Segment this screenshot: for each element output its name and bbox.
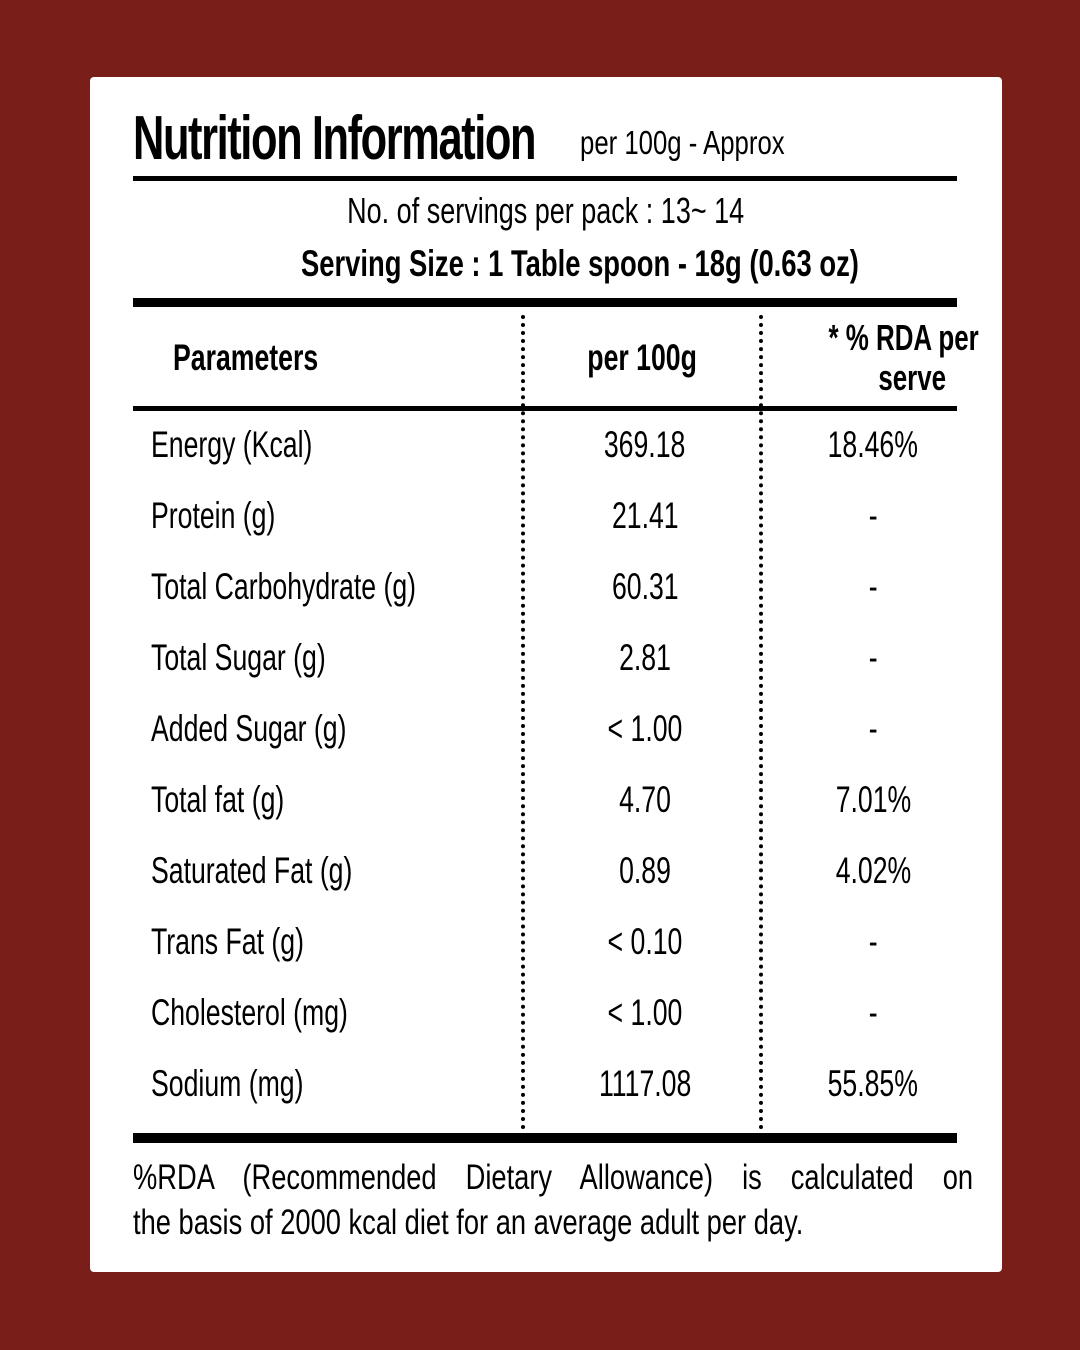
per-100g-value: < 0.10	[607, 921, 683, 962]
rda-value: -	[868, 708, 878, 749]
table-row: Total Carbohydrate (g) 60.31 -	[90, 552, 1002, 623]
table-row: Protein (g) 21.41 -	[90, 481, 1002, 552]
table-row: Trans Fat (g) < 0.10 -	[90, 907, 1002, 978]
parameter-name: Cholesterol (mg)	[151, 992, 348, 1033]
per-100g-value: 1117.08	[598, 1063, 692, 1104]
parameter-name: Total Sugar (g)	[151, 637, 326, 678]
header-rda: * % RDA per	[828, 317, 979, 358]
rda-value: -	[868, 566, 878, 607]
per-100g-value: 0.89	[619, 850, 671, 891]
footnote-line-1: %RDA (Recommended Dietary Allowance) is …	[133, 1158, 974, 1197]
per-100g-value: < 1.00	[607, 708, 683, 749]
title-suffix: per 100g - Approx	[580, 124, 785, 161]
column-divider	[521, 315, 525, 1130]
per-100g-value: 4.70	[619, 779, 671, 820]
rda-value: 4.02%	[835, 850, 911, 891]
divider-thick	[133, 298, 957, 307]
divider	[133, 406, 957, 411]
table-row: Total Sugar (g) 2.81 -	[90, 623, 1002, 694]
per-100g-value: 2.81	[619, 637, 671, 678]
table-row: Added Sugar (g) < 1.00 -	[90, 694, 1002, 765]
parameter-name: Saturated Fat (g)	[151, 850, 353, 891]
label-title: Nutrition Information	[133, 104, 537, 173]
rda-value: -	[868, 495, 878, 536]
per-100g-value: < 1.00	[607, 992, 683, 1033]
rda-value: -	[868, 992, 878, 1033]
per-100g-value: 21.41	[611, 495, 679, 536]
parameter-name: Sodium (mg)	[151, 1063, 304, 1104]
servings-per-pack: No. of servings per pack : 13~ 14	[347, 190, 745, 231]
per-100g-value: 369.18	[604, 424, 686, 465]
table-row: Cholesterol (mg) < 1.00 -	[90, 978, 1002, 1049]
footnote-line-2: the basis of 2000 kcal diet for an avera…	[133, 1203, 804, 1242]
rda-value: -	[868, 637, 878, 678]
per-100g-value: 60.31	[611, 566, 679, 607]
header-per-100g: per 100g	[587, 337, 697, 378]
parameter-name: Energy (Kcal)	[151, 424, 313, 465]
table-row: Energy (Kcal) 369.18 18.46%	[90, 410, 1002, 481]
rda-footnote: %RDA (Recommended Dietary Allowance) is …	[133, 1155, 973, 1245]
parameter-name: Trans Fat (g)	[151, 921, 304, 962]
divider	[133, 176, 957, 181]
rda-value: 55.85%	[827, 1063, 919, 1104]
divider-thick	[133, 1133, 957, 1143]
header-rda-line2: serve	[878, 357, 946, 398]
nutrition-label: Nutrition Information per 100g - Approx …	[90, 77, 1002, 1272]
parameter-name: Added Sugar (g)	[151, 708, 347, 749]
header-parameters: Parameters	[173, 337, 319, 378]
table-row: Total fat (g) 4.70 7.01%	[90, 765, 1002, 836]
serving-size: Serving Size : 1 Table spoon - 18g (0.63…	[301, 243, 859, 284]
rda-value: 7.01%	[835, 779, 911, 820]
parameter-name: Total fat (g)	[151, 779, 285, 820]
parameter-name: Total Carbohydrate (g)	[151, 566, 417, 607]
table-row: Sodium (mg) 1117.08 55.85%	[90, 1049, 1002, 1120]
column-divider	[759, 315, 763, 1130]
rda-value: -	[868, 921, 878, 962]
table-row: Saturated Fat (g) 0.89 4.02%	[90, 836, 1002, 907]
rda-value: 18.46%	[827, 424, 919, 465]
parameter-name: Protein (g)	[151, 495, 276, 536]
